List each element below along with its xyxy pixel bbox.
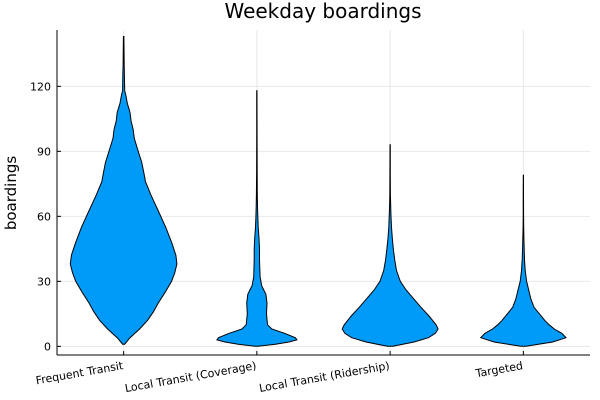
y-tick-label: 120 [30,80,51,93]
violin-frequent-transit [69,36,178,345]
y-tick-label: 0 [44,340,51,353]
y-tick-label: 60 [37,210,51,223]
y-tick-label: 30 [37,275,51,288]
violin-local-transit-ridership [341,144,439,347]
x-tick-label: Frequent Transit [35,359,125,387]
x-tick-label: Targeted [474,359,524,380]
violins [69,36,567,347]
chart-title: Weekday boardings [224,0,421,23]
x-tick-label: Local Transit (Coverage) [124,359,257,395]
y-axis-label: boardings [2,156,20,231]
x-tick-label: Local Transit (Ridership) [258,359,390,395]
y-ticks: 0 30 60 90 120 [30,80,61,353]
violin-local-transit-coverage [216,90,298,347]
x-ticks: Frequent Transit Local Transit (Coverage)… [35,351,524,395]
axes [56,30,590,356]
violin-targeted [479,174,567,347]
y-tick-label: 90 [37,145,51,158]
